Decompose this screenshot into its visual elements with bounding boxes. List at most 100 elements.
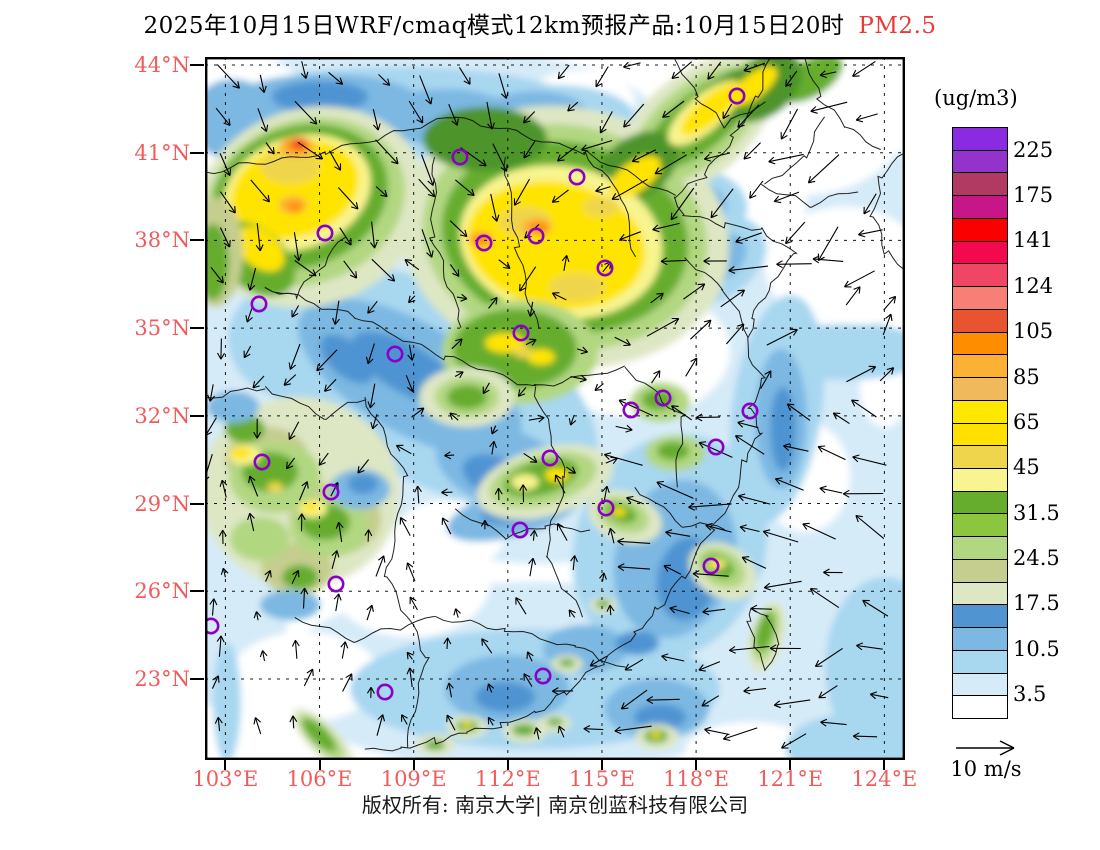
lat-label: 26°N bbox=[134, 579, 190, 604]
page-title: 2025年10月15日WRF/cmaq模式12km预报产品:10月15日20时 P… bbox=[0, 6, 1080, 40]
legend-swatch bbox=[953, 377, 1007, 400]
lon-tick bbox=[318, 760, 321, 770]
lat-label: 44°N bbox=[134, 53, 190, 77]
legend-swatch bbox=[953, 331, 1007, 355]
lat-label: 38°N bbox=[134, 228, 190, 253]
legend-tick-label: 175 bbox=[1013, 183, 1054, 208]
station-marker bbox=[511, 521, 529, 539]
station-marker bbox=[451, 148, 469, 166]
station-marker bbox=[741, 402, 759, 420]
station-marker bbox=[527, 227, 545, 245]
lon-label: 109°E bbox=[380, 767, 447, 791]
legend-tick-label: 31.5 bbox=[1013, 500, 1060, 525]
lat-tick bbox=[190, 677, 204, 680]
legend-swatch bbox=[953, 422, 1007, 446]
legend-tick-label: 105 bbox=[1013, 319, 1054, 344]
wind-arrows-layer bbox=[205, 60, 897, 749]
station-marker bbox=[568, 168, 586, 186]
legend-tick-label: 10.5 bbox=[1013, 636, 1060, 661]
lat-label: 35°N bbox=[134, 316, 190, 341]
legend-swatch bbox=[953, 672, 1007, 696]
map-area bbox=[205, 57, 905, 760]
lon-label: 118°E bbox=[663, 767, 730, 791]
lat-tick bbox=[190, 590, 204, 593]
legend-swatch bbox=[953, 286, 1007, 309]
lon-label: 103°E bbox=[192, 767, 259, 791]
legend-swatch bbox=[953, 149, 1007, 173]
map-clip-group bbox=[205, 57, 905, 760]
legend-colorbar bbox=[952, 127, 1008, 719]
legend-swatch bbox=[953, 240, 1007, 264]
contour-fill-layer bbox=[205, 57, 905, 760]
legend-swatch bbox=[953, 581, 1007, 605]
lat-tick bbox=[190, 64, 204, 66]
lon-label: 124°E bbox=[851, 767, 918, 791]
station-marker bbox=[475, 234, 493, 252]
lat-tick bbox=[190, 502, 204, 505]
legend-swatch bbox=[953, 490, 1007, 514]
legend-swatch bbox=[953, 217, 1007, 241]
legend-swatch bbox=[953, 195, 1007, 218]
lon-tick bbox=[695, 760, 698, 770]
title-pollutant: PM2.5 bbox=[858, 13, 937, 39]
wind-scale-arrow bbox=[956, 740, 1015, 756]
lon-tick bbox=[224, 760, 227, 770]
legend-units: (ug/m3) bbox=[934, 86, 1018, 110]
station-marker bbox=[205, 617, 220, 635]
pm25-contour-map bbox=[205, 57, 905, 760]
legend-tick-label: 24.5 bbox=[1013, 546, 1060, 571]
legend-swatch bbox=[953, 172, 1007, 196]
legend-swatch bbox=[953, 445, 1007, 469]
station-markers bbox=[205, 87, 759, 701]
legend-swatch bbox=[953, 468, 1007, 491]
station-marker bbox=[702, 557, 720, 575]
legend-swatch bbox=[953, 604, 1007, 628]
lat-tick bbox=[190, 414, 204, 417]
lon-tick bbox=[600, 760, 603, 770]
lon-label: 121°E bbox=[757, 767, 824, 791]
station-marker bbox=[386, 345, 404, 363]
lon-label: 112°E bbox=[474, 767, 541, 791]
legend-tick-label: 45 bbox=[1013, 455, 1040, 480]
legend-tick-label: 65 bbox=[1013, 409, 1040, 434]
station-marker bbox=[534, 667, 552, 685]
legend-swatch bbox=[953, 308, 1007, 332]
lat-label: 32°N bbox=[134, 403, 190, 428]
station-marker bbox=[654, 389, 672, 407]
station-marker bbox=[541, 449, 559, 467]
legend-tick-label: 225 bbox=[1013, 137, 1054, 162]
lon-tick bbox=[789, 760, 792, 770]
lon-tick bbox=[412, 760, 415, 770]
legend-tick-label: 17.5 bbox=[1013, 591, 1060, 616]
lat-tick bbox=[190, 151, 204, 154]
lon-label: 115°E bbox=[568, 767, 635, 791]
station-marker bbox=[316, 224, 334, 242]
lon-tick bbox=[883, 760, 886, 770]
station-marker bbox=[322, 483, 340, 501]
legend-swatch bbox=[953, 513, 1007, 537]
title-main: 2025年10月15日WRF/cmaq模式12km预报产品:10月15日20时 bbox=[143, 13, 845, 39]
legend-tick-label: 141 bbox=[1013, 228, 1054, 253]
copyright-text: 版权所有: 南京大学| 南京创蓝科技有限公司 bbox=[361, 793, 749, 817]
legend-tick-label: 3.5 bbox=[1013, 682, 1047, 707]
station-marker bbox=[250, 295, 268, 313]
lon-label: 106°E bbox=[286, 767, 353, 791]
legend-tick-label: 85 bbox=[1013, 364, 1040, 389]
station-marker bbox=[512, 324, 530, 342]
station-marker bbox=[596, 259, 614, 277]
grid-lines bbox=[205, 57, 905, 760]
legend-swatch bbox=[953, 695, 1007, 719]
legend-swatch bbox=[953, 128, 1007, 150]
wind-scale-label: 10 m/s bbox=[950, 757, 1022, 781]
legend-swatch bbox=[953, 536, 1007, 559]
lat-tick bbox=[190, 327, 204, 330]
station-marker bbox=[728, 87, 746, 105]
legend-swatch bbox=[953, 558, 1007, 582]
station-marker bbox=[597, 499, 615, 517]
lat-label: 41°N bbox=[134, 140, 190, 165]
legend-swatch bbox=[953, 649, 1007, 673]
station-marker bbox=[376, 683, 394, 701]
lat-tick bbox=[190, 239, 204, 242]
legend-swatch bbox=[953, 399, 1007, 423]
